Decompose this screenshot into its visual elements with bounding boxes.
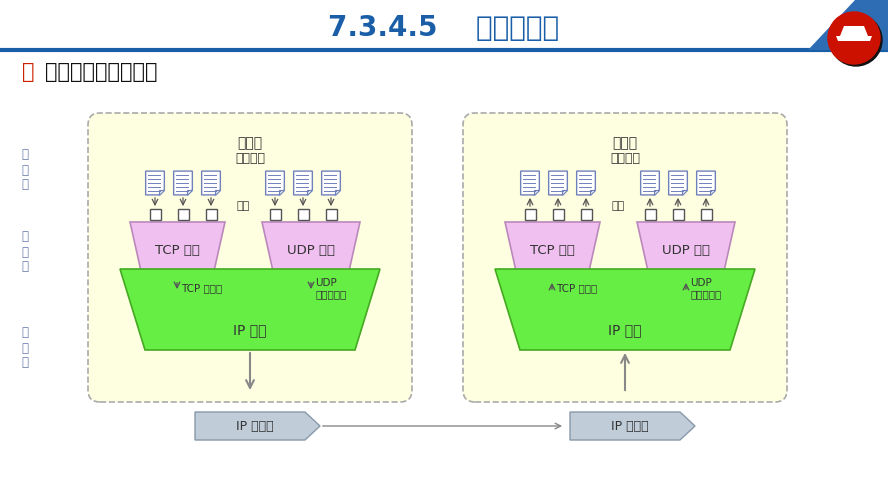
Polygon shape [549, 171, 567, 195]
Text: IP 复用: IP 复用 [234, 323, 266, 337]
Polygon shape [307, 190, 313, 195]
Polygon shape [202, 171, 220, 195]
FancyBboxPatch shape [581, 209, 591, 220]
Polygon shape [195, 412, 320, 440]
Text: TCP 报文段: TCP 报文段 [181, 284, 222, 294]
Text: IP 分用: IP 分用 [608, 323, 642, 337]
Polygon shape [215, 190, 220, 195]
Polygon shape [669, 171, 687, 195]
Text: 74: 74 [863, 36, 879, 49]
FancyBboxPatch shape [645, 209, 655, 220]
Polygon shape [187, 190, 193, 195]
Text: IP 数据报: IP 数据报 [611, 420, 649, 432]
FancyBboxPatch shape [149, 209, 161, 220]
Text: UDP
用户数据报: UDP 用户数据报 [690, 278, 721, 299]
Polygon shape [840, 26, 868, 36]
FancyBboxPatch shape [525, 209, 535, 220]
FancyBboxPatch shape [205, 209, 217, 220]
FancyBboxPatch shape [552, 209, 564, 220]
Text: TCP 报文段: TCP 报文段 [556, 284, 598, 294]
Polygon shape [682, 190, 687, 195]
Text: UDP 复用: UDP 复用 [287, 244, 335, 258]
FancyBboxPatch shape [297, 209, 308, 220]
Polygon shape [637, 222, 735, 280]
Circle shape [830, 14, 882, 66]
Polygon shape [262, 222, 360, 280]
Polygon shape [146, 171, 164, 195]
FancyBboxPatch shape [672, 209, 684, 220]
FancyBboxPatch shape [269, 209, 281, 220]
Text: 7.3.4.5    传输层协议: 7.3.4.5 传输层协议 [329, 14, 559, 42]
Circle shape [828, 12, 880, 64]
Polygon shape [130, 222, 225, 280]
Polygon shape [279, 190, 284, 195]
Polygon shape [294, 171, 313, 195]
Polygon shape [120, 269, 380, 350]
Polygon shape [336, 190, 340, 195]
Polygon shape [570, 412, 695, 440]
Text: 端口: 端口 [236, 201, 250, 211]
Polygon shape [710, 190, 716, 195]
Polygon shape [562, 190, 567, 195]
Text: 传输层的分用和复用: 传输层的分用和复用 [45, 62, 157, 82]
Polygon shape [591, 190, 595, 195]
Polygon shape [654, 190, 660, 195]
Text: TCP 分用: TCP 分用 [529, 244, 575, 258]
Text: 接收方: 接收方 [613, 136, 638, 150]
FancyBboxPatch shape [463, 113, 787, 402]
Text: 发送方: 发送方 [237, 136, 263, 150]
FancyBboxPatch shape [0, 0, 888, 50]
FancyBboxPatch shape [701, 209, 711, 220]
Text: 应
用
层: 应 用 层 [21, 148, 28, 192]
Polygon shape [535, 190, 539, 195]
Polygon shape [266, 171, 284, 195]
Text: TCP 复用: TCP 复用 [155, 244, 200, 258]
Polygon shape [174, 171, 193, 195]
Polygon shape [495, 269, 755, 350]
Text: 应用进程: 应用进程 [235, 152, 265, 166]
Polygon shape [640, 171, 660, 195]
Polygon shape [808, 0, 888, 50]
Polygon shape [159, 190, 164, 195]
Polygon shape [836, 36, 872, 41]
Text: 运
输
层: 运 输 层 [21, 230, 28, 274]
Text: 网
络
层: 网 络 层 [21, 326, 28, 370]
FancyBboxPatch shape [178, 209, 188, 220]
Text: UDP
用户数据报: UDP 用户数据报 [315, 278, 346, 299]
Text: IP 数据报: IP 数据报 [236, 420, 274, 432]
Text: 端口: 端口 [611, 201, 624, 211]
Text: 〉: 〉 [22, 62, 35, 82]
Polygon shape [520, 171, 539, 195]
Polygon shape [505, 222, 600, 280]
Text: UDP 分用: UDP 分用 [662, 244, 710, 258]
Polygon shape [576, 171, 595, 195]
FancyBboxPatch shape [88, 113, 412, 402]
Polygon shape [697, 171, 716, 195]
Polygon shape [321, 171, 340, 195]
FancyBboxPatch shape [326, 209, 337, 220]
Text: 应用进程: 应用进程 [610, 152, 640, 166]
